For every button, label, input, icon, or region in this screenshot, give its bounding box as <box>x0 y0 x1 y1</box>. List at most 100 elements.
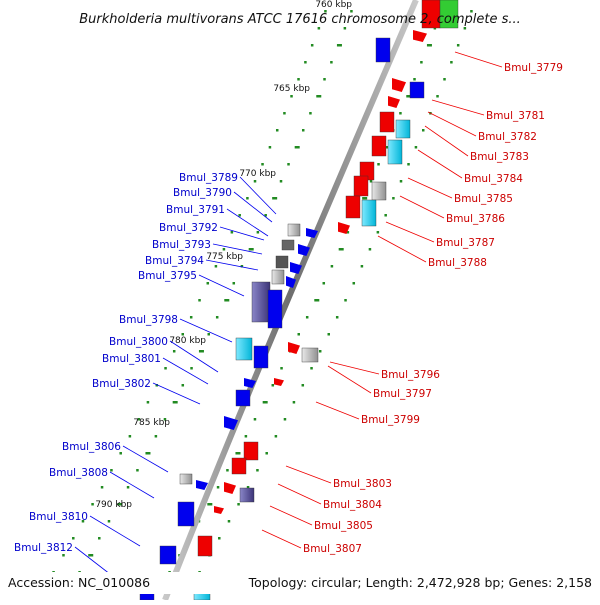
gc-dot <box>324 10 327 13</box>
gc-dot <box>137 418 141 421</box>
gene-label-forward[interactable]: Bmul_3805 <box>314 520 373 532</box>
gene-box <box>301 347 319 363</box>
gc-dot <box>456 44 460 47</box>
gc-dot <box>235 452 241 455</box>
gene-label-forward[interactable]: Bmul_3796 <box>381 369 440 381</box>
gc-dot <box>316 95 322 98</box>
accession-text: Accession: NC_010086 <box>8 575 150 590</box>
gc-dot <box>240 265 244 268</box>
gc-dot <box>224 299 230 302</box>
gene-box <box>387 139 403 165</box>
gene-label-reverse[interactable]: Bmul_3808 <box>49 467 108 479</box>
gc-dot <box>88 554 94 557</box>
gene-label-reverse[interactable]: Bmul_3798 <box>119 314 178 326</box>
leader-line <box>454 51 503 68</box>
gc-dot <box>305 316 309 319</box>
gc-dot <box>189 316 193 319</box>
gene-label-forward[interactable]: Bmul_3783 <box>470 151 529 163</box>
gene-label-forward[interactable]: Bmul_3781 <box>486 110 545 122</box>
gene-label-forward[interactable]: Bmul_3797 <box>373 388 432 400</box>
gene-label-reverse[interactable]: Bmul_3790 <box>173 187 232 199</box>
leader-line <box>212 243 263 255</box>
gene-label-reverse[interactable]: Bmul_3802 <box>92 378 151 390</box>
gc-dot <box>413 78 416 81</box>
gene-label-forward[interactable]: Bmul_3786 <box>446 213 505 225</box>
gc-dot <box>330 61 333 64</box>
gc-dot <box>216 486 220 489</box>
leader-line <box>424 125 469 157</box>
kbp-ticks: 760 kbp 765 kbp 770 kbp 775 kbp 780 kbp 785 k… <box>95 0 352 510</box>
leader-line <box>122 445 169 473</box>
gc-dot <box>301 129 305 132</box>
gc-dot <box>346 231 350 234</box>
gene-label-reverse[interactable]: Bmul_3810 <box>29 511 88 523</box>
gc-dot <box>287 163 290 166</box>
gc-dot <box>336 44 342 47</box>
gc-dot <box>207 333 210 336</box>
gc-dot <box>237 503 240 506</box>
gc-dot <box>470 10 473 13</box>
map-title: Burkholderia multivorans ATCC 17616 chro… <box>79 12 521 27</box>
leader-line <box>431 99 485 116</box>
gene-label-reverse[interactable]: Bmul_3795 <box>138 270 197 282</box>
gene-label-forward[interactable]: Bmul_3784 <box>464 173 523 185</box>
gene-label-reverse[interactable]: Bmul_3791 <box>166 204 225 216</box>
gc-dot <box>119 452 122 455</box>
gene-arrow <box>286 276 296 288</box>
leader-line <box>327 365 372 394</box>
gc-dot <box>279 180 283 183</box>
gc-dot <box>314 299 320 302</box>
gene-label-forward[interactable]: Bmul_3807 <box>303 543 362 555</box>
leader-line <box>89 515 141 547</box>
gene-label-reverse[interactable]: Bmul_3794 <box>145 255 204 267</box>
gc-dot <box>338 248 344 251</box>
gene-label-reverse[interactable]: Bmul_3812 <box>14 542 73 554</box>
gc-dot <box>377 163 380 166</box>
gene-label-reverse[interactable]: Bmul_3789 <box>179 172 238 184</box>
gc-dot <box>290 95 293 98</box>
gc-dot <box>107 520 111 523</box>
gene-label-forward[interactable]: Bmul_3803 <box>333 478 392 490</box>
gene-label-forward[interactable]: Bmul_3799 <box>361 414 420 426</box>
gene-labels: Bmul_3779 Bmul_3781 Bmul_3782 Bmul_3783 Bmul… <box>14 51 563 589</box>
gc-dot <box>246 197 249 200</box>
gene-label-reverse[interactable]: Bmul_3792 <box>159 222 218 234</box>
gc-dot <box>443 78 446 81</box>
gene-box <box>379 111 395 133</box>
gc-dot <box>297 78 300 81</box>
gene-label-forward[interactable]: Bmul_3788 <box>428 257 487 269</box>
gene-label-reverse[interactable]: Bmul_3801 <box>102 353 161 365</box>
gene-box <box>409 81 425 99</box>
leader-line <box>233 191 273 223</box>
gene-box <box>253 345 269 369</box>
gene-label-reverse[interactable]: Bmul_3800 <box>109 336 168 348</box>
gene-box <box>345 195 361 219</box>
gc-dot <box>248 248 254 251</box>
gene-arrow <box>214 506 224 514</box>
leader-line <box>417 149 463 179</box>
gc-dot <box>244 435 248 438</box>
leader-line <box>198 274 245 297</box>
gc-dot <box>128 435 132 438</box>
gc-dot <box>420 61 423 64</box>
gc-dot <box>369 180 373 183</box>
gene-label-forward[interactable]: Bmul_3785 <box>454 193 513 205</box>
gene-label-reverse[interactable]: Bmul_3806 <box>62 441 121 453</box>
gc-dot <box>110 469 113 472</box>
gene-label-forward[interactable]: Bmul_3782 <box>478 131 537 143</box>
gc-dot <box>318 350 322 353</box>
gene-label-forward[interactable]: Bmul_3779 <box>504 62 563 74</box>
gene-arrow <box>274 378 284 386</box>
gc-dot <box>117 503 123 506</box>
gc-dot <box>310 44 314 47</box>
leader-line <box>261 529 302 549</box>
gene-label-forward[interactable]: Bmul_3787 <box>436 237 495 249</box>
gene-label-forward[interactable]: Bmul_3804 <box>323 499 382 511</box>
gc-dot <box>206 282 210 285</box>
gc-dot <box>392 197 395 200</box>
gene-arrow <box>290 262 302 274</box>
gc-dot <box>238 214 241 217</box>
gc-dot <box>100 486 104 489</box>
gene-arrow <box>392 78 406 92</box>
gene-label-reverse[interactable]: Bmul_3793 <box>152 239 211 251</box>
